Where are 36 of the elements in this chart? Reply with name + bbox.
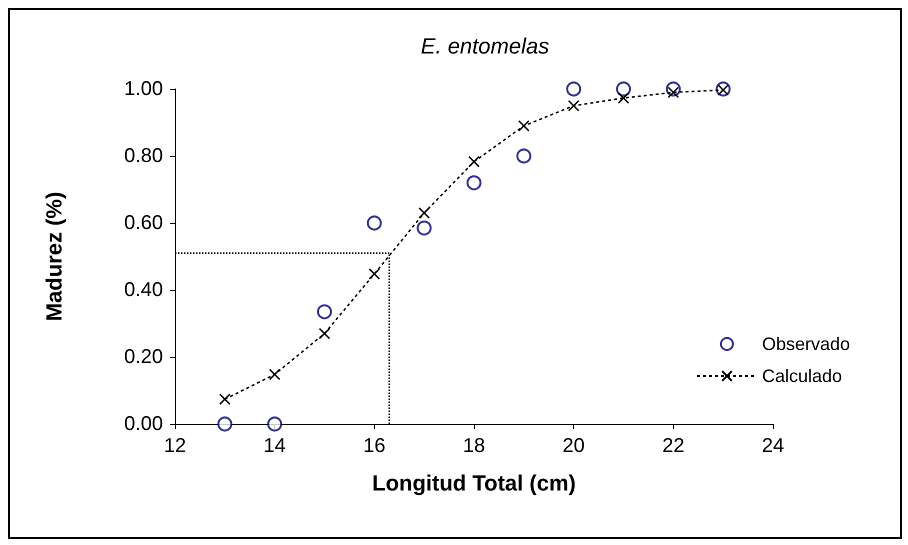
x-tick-label: 16 [363, 435, 386, 457]
point [318, 328, 330, 340]
point [217, 416, 232, 432]
y-tick-label: 1.00 [124, 78, 163, 100]
point [518, 120, 530, 132]
x-tick-label: 22 [662, 435, 684, 457]
point [416, 220, 432, 236]
point [516, 148, 532, 164]
x-axis-title: Longitud Total (cm) [372, 470, 576, 496]
point [368, 268, 380, 280]
point [618, 92, 630, 104]
point [418, 207, 430, 219]
point [317, 304, 332, 320]
y-tick-label: 0.00 [124, 413, 163, 435]
chart-title: E. entomelas [420, 34, 550, 58]
point [366, 216, 382, 230]
x-tick-label: 24 [762, 435, 784, 457]
point [219, 393, 231, 405]
y-tick-label: 0.60 [124, 212, 163, 234]
x-tick-label: 14 [264, 435, 286, 457]
legend-label: Observado [762, 334, 850, 354]
point [568, 100, 580, 112]
x-tick-label: 12 [164, 435, 186, 457]
point [267, 416, 282, 432]
y-axis-title: Madurez (%) [42, 192, 66, 322]
y-tick-label: 0.80 [124, 145, 163, 167]
point [616, 82, 631, 96]
point [268, 368, 280, 380]
legend-label: Calculado [762, 366, 842, 386]
x-tick-label: 18 [462, 435, 486, 457]
point [566, 82, 582, 96]
point [468, 156, 480, 168]
y-tick-label: 0.40 [124, 279, 163, 301]
x-tick-label: 20 [562, 435, 585, 457]
y-tick-label: 0.20 [124, 346, 163, 368]
point [466, 175, 482, 190]
